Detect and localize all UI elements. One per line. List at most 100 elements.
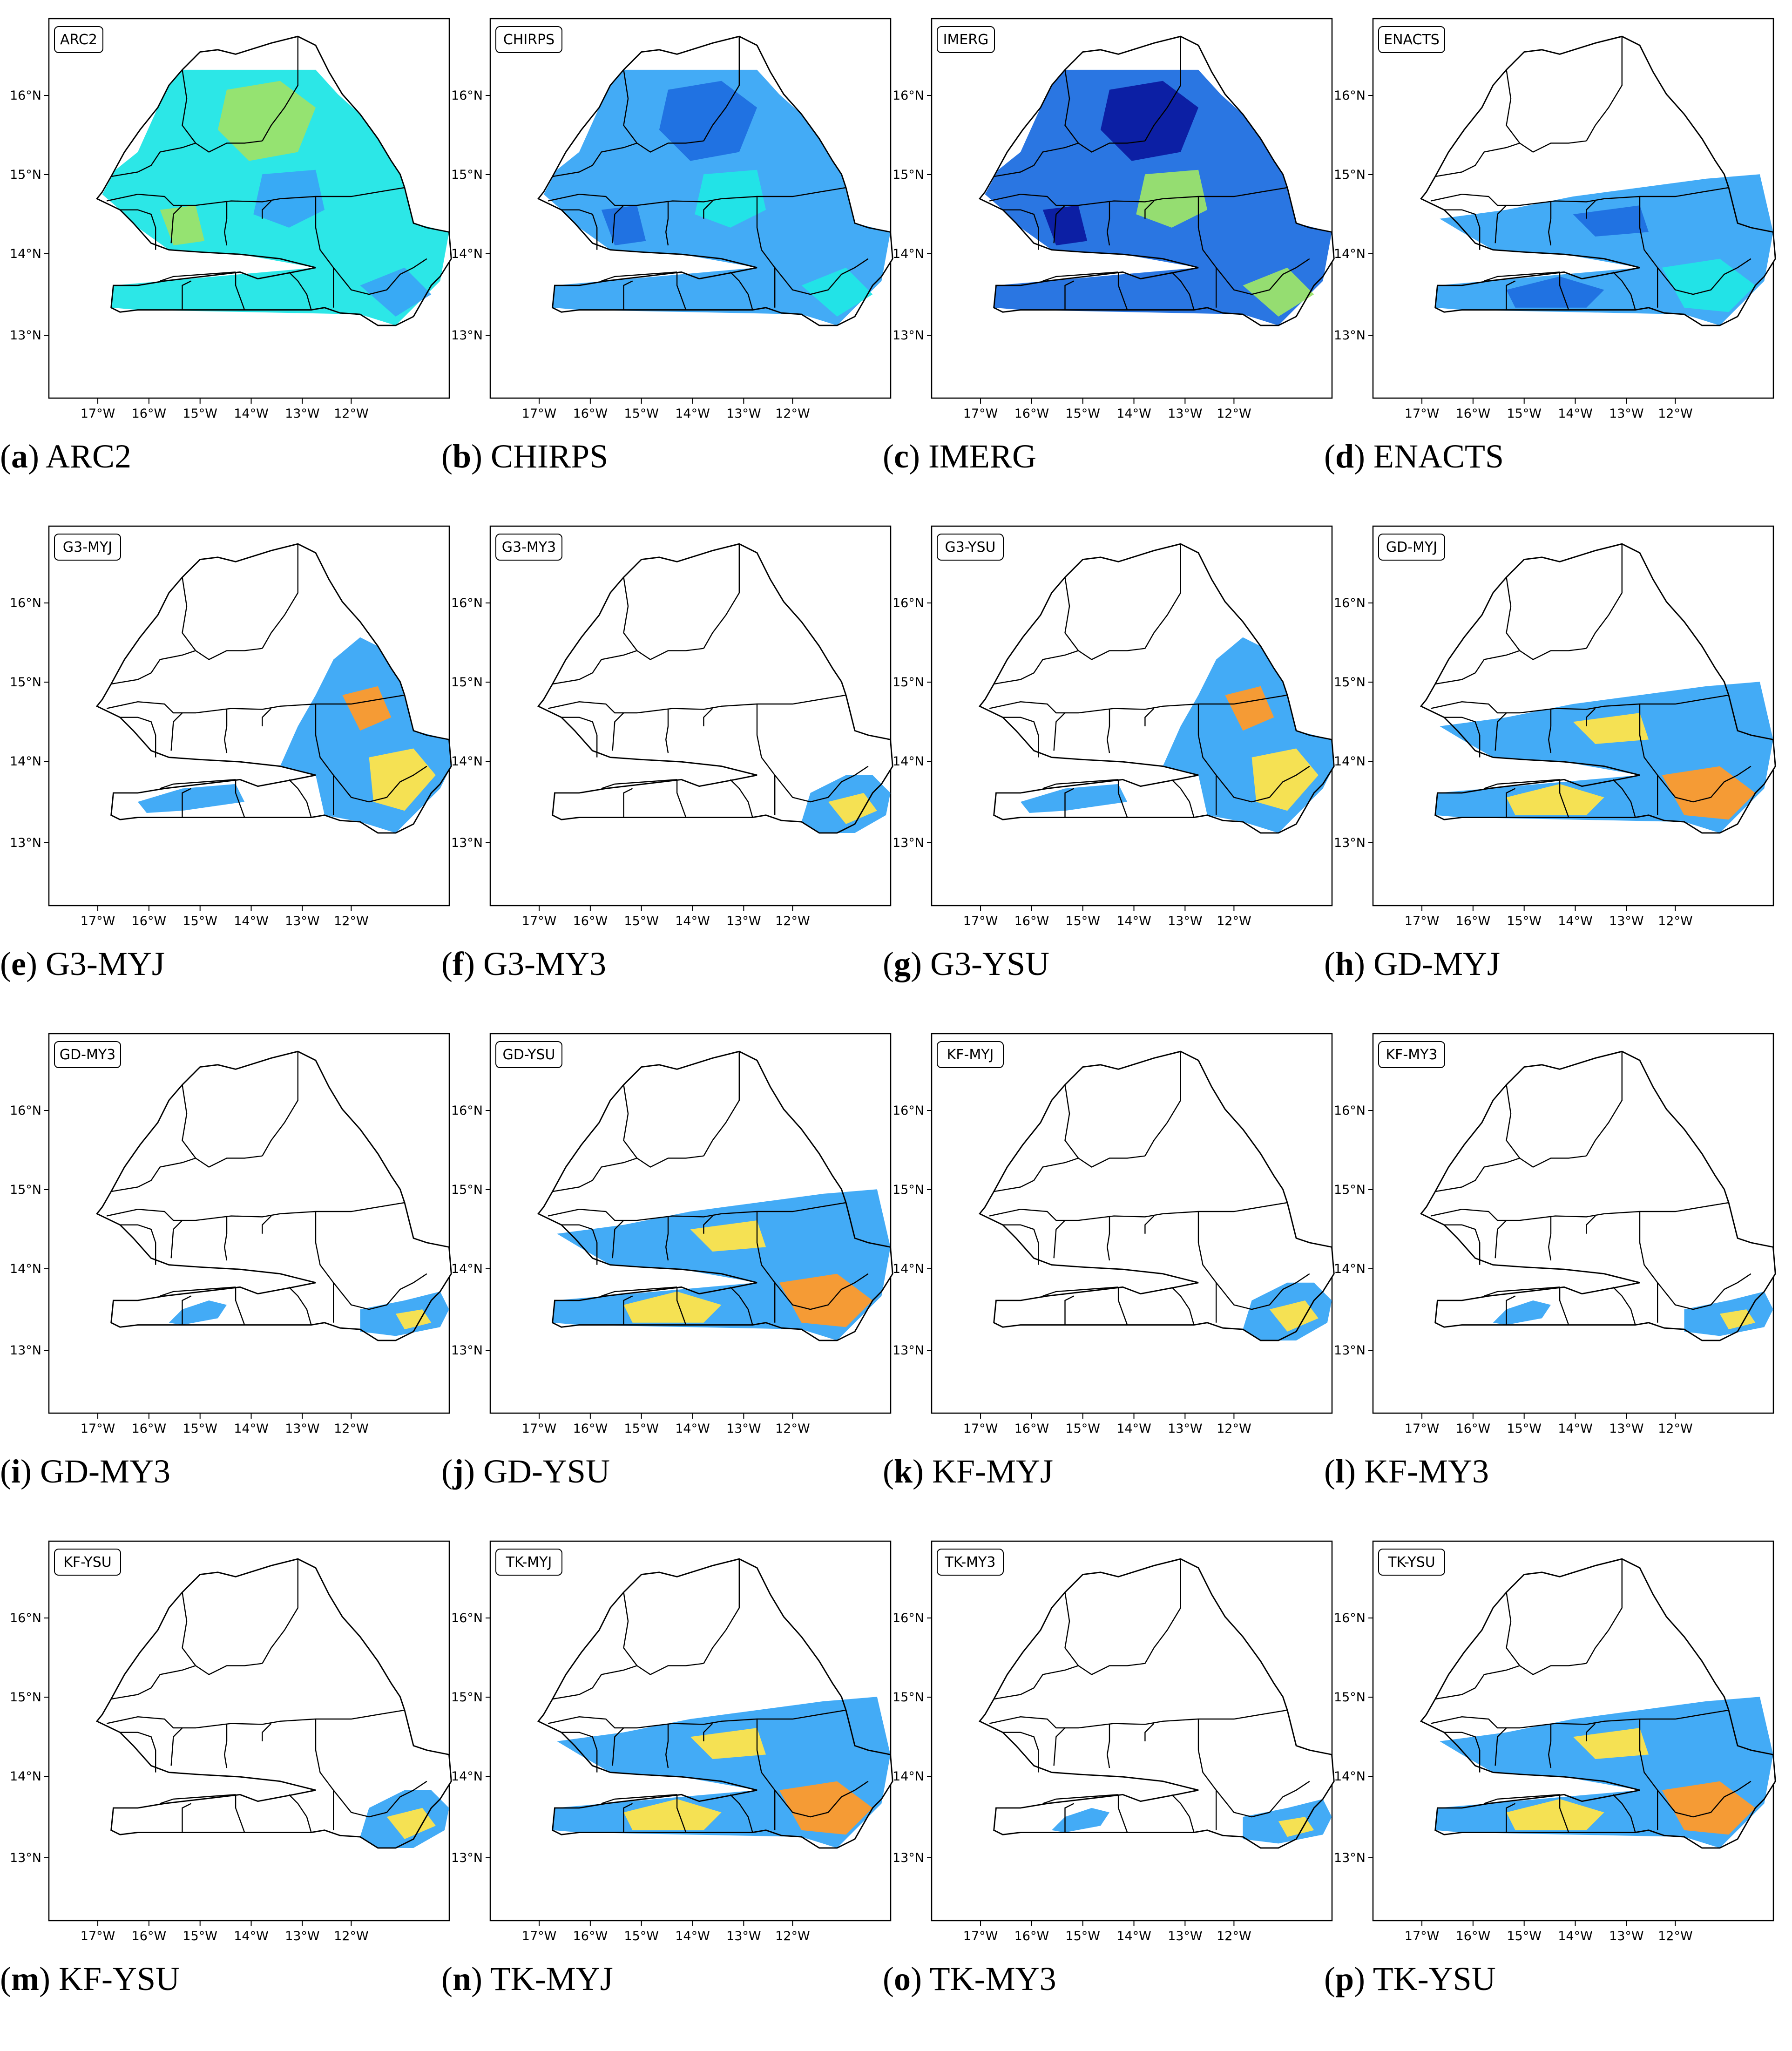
region-border (1117, 779, 1128, 818)
region-border (774, 1273, 869, 1310)
lat-tick-label: 15°N (10, 1183, 41, 1197)
lon-tick-label: 12°W (334, 1929, 369, 1943)
precip-field (395, 1309, 432, 1330)
region-border (1117, 272, 1128, 310)
region-border (612, 712, 624, 751)
region-border (235, 779, 245, 818)
country-border (537, 35, 893, 326)
region-border (561, 1732, 598, 1773)
lat-tick-label: 13°N (10, 1343, 41, 1358)
lat-tick-label: 13°N (893, 836, 924, 850)
lon-tick-label: 14°W (1558, 1421, 1593, 1436)
lon-tick-label: 17°W (1405, 1929, 1440, 1943)
precip-map-i: GD-MY3 16°N 15°N 14°N 13°N 17°W 16°W 15°W 14°W 13… (10, 1033, 452, 1436)
region-border (224, 1724, 228, 1768)
precip-field (801, 267, 873, 317)
region-border (1430, 1709, 1729, 1729)
panel-tag-text: GD-YSU (503, 1047, 555, 1063)
precip-map-o: TK-MY3 16°N 15°N 14°N 13°N 17°W 16°W 15°W 14°W 13… (893, 1540, 1335, 1943)
lon-tick-label: 12°W (1217, 406, 1251, 421)
region-border (1657, 765, 1751, 803)
region-border (224, 202, 228, 246)
lon-tick-label: 14°W (1116, 1421, 1151, 1436)
panel-letter: b (452, 438, 472, 475)
lat-tick-label: 15°N (451, 675, 483, 690)
region-border (1144, 1723, 1155, 1741)
lat-tick-label: 14°N (451, 1262, 483, 1276)
panel-label: GD-MYJ (1373, 945, 1501, 982)
region-border (262, 200, 272, 219)
region-border (1144, 708, 1155, 726)
region-border (262, 544, 298, 649)
map-panel-g: G3-YSU 16°N 15°N 14°N 13°N 17°W 16°W 15°W 14°W 13… (883, 524, 1367, 1036)
region-border (1216, 1780, 1310, 1818)
region-border (601, 1286, 677, 1297)
lon-tick-label: 13°W (1609, 1929, 1644, 1943)
panel-tag: ENACTS (1378, 26, 1445, 53)
panel-tag: KF-YSU (54, 1549, 121, 1576)
panel-tag-text: G3-YSU (945, 539, 996, 555)
panel-caption: (k) KF-MYJ (883, 1453, 1054, 1490)
region-border (994, 648, 1145, 685)
region-border (1506, 69, 1521, 144)
region-border (1548, 202, 1552, 246)
panel-caption: (e) G3-MYJ (0, 945, 165, 982)
lon-tick-label: 16°W (1014, 1929, 1049, 1943)
lon-tick-label: 15°W (624, 406, 659, 421)
region-border (1586, 200, 1596, 219)
country-border (95, 1558, 452, 1849)
region-border (160, 271, 236, 282)
region-border (1506, 1295, 1516, 1325)
region-border (1586, 1215, 1596, 1234)
lat-tick-label: 16°N (451, 596, 483, 610)
region-border (665, 202, 669, 246)
region-border (1657, 258, 1751, 295)
region-border (1484, 1286, 1560, 1297)
lat-tick-label: 16°N (10, 88, 41, 103)
lon-tick-label: 16°W (132, 1421, 167, 1436)
lon-tick-label: 13°W (726, 914, 761, 928)
precip-field (138, 784, 245, 813)
region-border (756, 1719, 776, 1830)
lon-tick-label: 17°W (1405, 1421, 1440, 1436)
region-border (730, 271, 753, 310)
lat-tick-label: 13°N (893, 1851, 924, 1865)
region-border (182, 69, 196, 144)
lat-tick-label: 13°N (451, 1851, 483, 1865)
region-border (601, 271, 677, 282)
region-border (1002, 1732, 1039, 1773)
lat-tick-label: 15°N (893, 1183, 924, 1197)
region-border (315, 704, 334, 815)
lon-tick-label: 17°W (81, 1421, 115, 1436)
region-border (1612, 271, 1636, 310)
region-border (703, 1559, 740, 1664)
precip-field (1021, 784, 1128, 813)
lon-tick-label: 16°W (1456, 406, 1491, 421)
precip-field (690, 1728, 766, 1759)
precip-field (623, 1291, 722, 1323)
map-panel-m: KF-YSU 16°N 15°N 14°N 13°N 17°W 16°W 15°W 14°W 13… (0, 1539, 485, 2051)
region-border (601, 1794, 677, 1804)
lon-tick-label: 16°W (1456, 1421, 1491, 1436)
region-border (315, 196, 334, 308)
panel-tag: G3-YSU (937, 534, 1004, 561)
region-border (1639, 1719, 1658, 1830)
panel-tag: CHIRPS (495, 26, 562, 53)
panel-tag: IMERG (937, 26, 995, 53)
panel-letter: i (11, 1453, 20, 1490)
lat-tick-label: 14°N (1334, 247, 1366, 261)
panel-tag: G3-MY3 (495, 534, 562, 561)
region-border (774, 765, 869, 803)
lat-tick-label: 14°N (451, 754, 483, 769)
region-border (548, 1202, 846, 1221)
precip-field (1493, 1300, 1551, 1325)
region-border (333, 1273, 427, 1310)
map-panel-l: KF-MY3 16°N 15°N 14°N 13°N 17°W 16°W 15°W 14°W 13… (1324, 1031, 1792, 1543)
region-border (676, 272, 687, 310)
region-border (601, 779, 677, 789)
region-border (182, 1084, 196, 1159)
lon-tick-label: 12°W (1217, 1929, 1251, 1943)
lon-tick-label: 17°W (81, 914, 115, 928)
lat-tick-label: 15°N (893, 1690, 924, 1705)
region-border (1171, 779, 1195, 818)
